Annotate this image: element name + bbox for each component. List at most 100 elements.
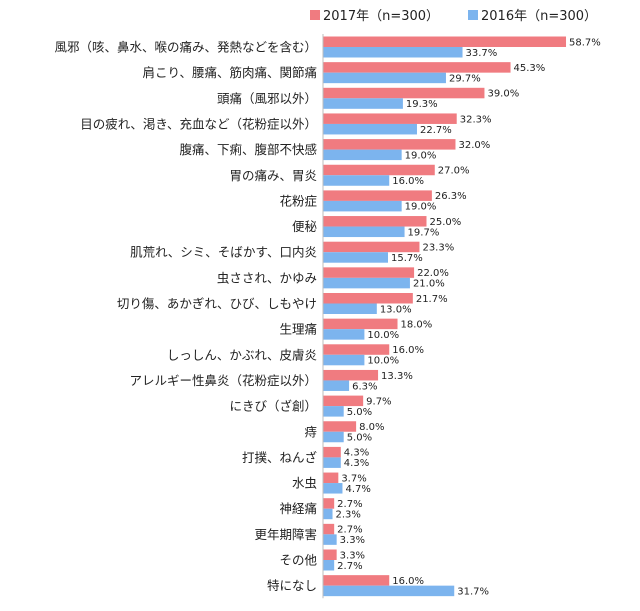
value-label-2017: 2.7% bbox=[337, 525, 362, 536]
value-label-2016: 2.3% bbox=[336, 510, 361, 521]
value-label-2016: 13.0% bbox=[380, 304, 412, 315]
bar-2016 bbox=[323, 354, 365, 366]
category-label: 生理痛 bbox=[279, 322, 317, 337]
value-label-2017: 32.0% bbox=[458, 140, 490, 151]
value-label-2016: 15.7% bbox=[391, 253, 423, 264]
category-label: 目の疲れ、渇き、充血など（花粉症以外） bbox=[80, 116, 317, 131]
bar-2017 bbox=[323, 421, 357, 432]
value-label-2016: 3.3% bbox=[340, 535, 365, 546]
bar-2016 bbox=[323, 534, 337, 545]
value-label-2017: 32.3% bbox=[460, 114, 492, 125]
bar-2017 bbox=[323, 267, 415, 278]
legend-label-2016: 2016年（n=300） bbox=[481, 9, 597, 24]
bar-2016 bbox=[323, 585, 455, 597]
bar-2017 bbox=[323, 395, 364, 407]
legend: 2017年（n=300） 2016年（n=300） bbox=[310, 9, 597, 24]
value-label-2017: 3.3% bbox=[340, 550, 365, 561]
bar-2016 bbox=[323, 226, 405, 238]
value-label-2016: 5.0% bbox=[347, 433, 372, 444]
bar-2017 bbox=[323, 523, 335, 535]
bar-2016 bbox=[323, 200, 402, 212]
bar-2016 bbox=[323, 123, 417, 135]
value-label-2017: 22.0% bbox=[417, 268, 449, 279]
value-label-2017: 45.3% bbox=[514, 63, 546, 74]
legend-swatch-2017 bbox=[310, 10, 320, 20]
value-label-2016: 16.0% bbox=[392, 176, 424, 187]
value-label-2016: 2.7% bbox=[337, 561, 362, 572]
bar-2016 bbox=[323, 72, 446, 84]
value-label-2017: 23.3% bbox=[422, 243, 454, 254]
category-label: 水虫 bbox=[292, 476, 317, 491]
bars bbox=[323, 36, 567, 597]
bar-2017 bbox=[323, 472, 339, 484]
value-label-2016: 21.0% bbox=[413, 279, 445, 290]
value-label-2016: 31.7% bbox=[457, 586, 489, 597]
bar-2016 bbox=[323, 252, 388, 263]
value-label-2017: 39.0% bbox=[487, 89, 519, 100]
category-label: 痔 bbox=[304, 424, 317, 439]
bar-2016 bbox=[323, 303, 377, 314]
category-label: にきび（ざ創） bbox=[229, 399, 317, 414]
bar-2017 bbox=[323, 190, 432, 201]
category-label: 神経痛 bbox=[279, 501, 317, 516]
value-label-2016: 5.0% bbox=[347, 407, 372, 418]
value-label-2017: 25.0% bbox=[430, 217, 462, 228]
bar-2016 bbox=[323, 277, 410, 289]
value-label-2017: 4.3% bbox=[344, 448, 369, 459]
category-label: 更年期障害 bbox=[254, 527, 317, 542]
bar-2017 bbox=[323, 36, 567, 47]
value-labels: 58.7% 45.3% 39.0% 32.3% 32.0% 27.0% 26.3% 25.0%… bbox=[336, 37, 601, 597]
value-label-2017: 8.0% bbox=[359, 422, 384, 433]
bar-2017 bbox=[323, 87, 485, 99]
bar-2016 bbox=[323, 380, 350, 391]
value-label-2016: 4.3% bbox=[344, 458, 369, 469]
bar-2017 bbox=[323, 164, 435, 176]
bar-2017 bbox=[323, 139, 456, 150]
bar-2016 bbox=[323, 329, 365, 340]
category-label: 風邪（咳、鼻水、喉の痛み、発熱などを含む） bbox=[54, 40, 317, 55]
bar-2017 bbox=[323, 549, 337, 560]
legend-swatch-2016 bbox=[468, 10, 478, 20]
category-label: 特になし bbox=[267, 578, 317, 593]
value-label-2017: 2.7% bbox=[337, 499, 362, 510]
bar-2017 bbox=[323, 62, 511, 73]
bar-2016 bbox=[323, 406, 344, 417]
bar-2017 bbox=[323, 369, 379, 381]
bar-2016 bbox=[323, 560, 335, 571]
category-label: 打撲、ねんざ bbox=[242, 450, 318, 465]
bar-2017 bbox=[323, 113, 457, 124]
bar-2017 bbox=[323, 498, 335, 509]
category-label: 頭痛（風邪以外） bbox=[217, 91, 317, 106]
bar-2016 bbox=[323, 483, 343, 494]
value-label-2017: 26.3% bbox=[435, 191, 467, 202]
category-label: 花粉症 bbox=[279, 193, 317, 208]
bar-2016 bbox=[323, 98, 403, 109]
bar-2017 bbox=[323, 575, 390, 586]
value-label-2017: 3.7% bbox=[341, 473, 366, 484]
value-label-2016: 19.7% bbox=[408, 227, 440, 238]
bar-2016 bbox=[323, 457, 341, 468]
category-label: 切り傷、あかぎれ、ひび、しもやけ bbox=[117, 296, 317, 311]
bar-2016 bbox=[323, 431, 344, 443]
value-label-2016: 22.7% bbox=[420, 125, 452, 136]
category-labels: 風邪（咳、鼻水、喉の痛み、発熱などを含む） 肩こり、腰痛、筋肉痛、関節痛頭痛（風邪… bbox=[54, 40, 317, 594]
value-label-2016: 19.0% bbox=[405, 202, 437, 213]
legend-label-2017: 2017年（n=300） bbox=[323, 9, 439, 24]
value-label-2016: 29.7% bbox=[449, 73, 481, 84]
bar-2016 bbox=[323, 47, 463, 58]
category-label: 肩こり、腰痛、筋肉痛、関節痛 bbox=[142, 65, 317, 80]
value-label-2016: 10.0% bbox=[367, 356, 399, 367]
bar-2017 bbox=[323, 293, 413, 304]
value-label-2016: 33.7% bbox=[466, 48, 498, 59]
value-label-2016: 19.3% bbox=[406, 99, 438, 110]
bar-2017 bbox=[323, 241, 420, 253]
value-label-2016: 4.7% bbox=[345, 484, 370, 495]
value-label-2017: 16.0% bbox=[392, 576, 424, 587]
bar-2017 bbox=[323, 344, 390, 355]
value-label-2017: 9.7% bbox=[366, 396, 391, 407]
category-label: その他 bbox=[279, 553, 317, 568]
value-label-2017: 21.7% bbox=[416, 294, 448, 305]
category-label: 肌荒れ、シミ、そばかす、口内炎 bbox=[130, 245, 317, 260]
value-label-2017: 18.0% bbox=[401, 319, 433, 330]
